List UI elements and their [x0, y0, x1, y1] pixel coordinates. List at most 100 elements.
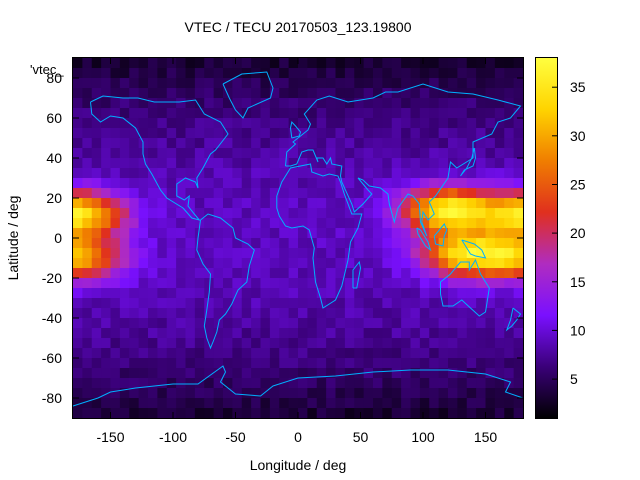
heatmap-cell — [148, 108, 158, 119]
heatmap-cell — [166, 58, 177, 69]
heatmap-cell — [288, 378, 299, 389]
heatmap-cell — [419, 218, 430, 229]
heatmap-cell — [513, 378, 524, 389]
heatmap-cell — [91, 188, 102, 199]
heatmap-cell — [119, 228, 130, 239]
heatmap-cell — [382, 88, 393, 99]
heatmap-cell — [82, 318, 93, 329]
heatmap-cell — [148, 218, 158, 229]
heatmap-cell — [457, 238, 468, 249]
heatmap-cell — [101, 218, 112, 229]
heatmap-cell — [354, 388, 365, 399]
heatmap-cell — [391, 368, 402, 379]
heatmap-cell — [485, 258, 496, 269]
heatmap-cell — [251, 318, 262, 329]
heatmap-cell — [148, 178, 158, 189]
heatmap-cell — [448, 368, 458, 379]
heatmap-cell — [466, 158, 477, 169]
heatmap-cell — [82, 78, 93, 89]
coast-greenland — [222, 71, 274, 119]
heatmap-cell — [438, 288, 449, 299]
heatmap-cell — [269, 108, 280, 119]
heatmap-cell — [363, 188, 374, 199]
heatmap-cell — [485, 248, 496, 259]
heatmap-cell — [73, 78, 83, 89]
heatmap-cell — [382, 308, 393, 319]
heatmap-cell — [363, 228, 374, 239]
heatmap-cell — [307, 188, 318, 199]
heatmap-cell — [260, 358, 271, 369]
heatmap-cell — [148, 88, 158, 99]
heatmap-cell — [363, 88, 374, 99]
heatmap-cell — [373, 78, 383, 89]
heatmap-cell — [91, 388, 102, 399]
heatmap-cell — [391, 228, 402, 239]
heatmap-cell — [279, 328, 290, 339]
heatmap-cell — [194, 98, 205, 109]
heatmap-cell — [166, 218, 177, 229]
heatmap-cell — [288, 298, 299, 309]
heatmap-cell — [166, 178, 177, 189]
heatmap-cell — [466, 128, 477, 139]
heatmap-cell — [194, 118, 205, 129]
heatmap-cell — [344, 178, 355, 189]
heatmap-cell — [91, 78, 102, 89]
heatmap-cell — [166, 108, 177, 119]
heatmap-cell — [494, 198, 505, 209]
heatmap-cell — [298, 368, 308, 379]
heatmap-cell — [73, 108, 83, 119]
heatmap-cell — [138, 318, 149, 329]
heatmap-cell — [307, 198, 318, 209]
heatmap-cell — [110, 328, 121, 339]
heatmap-cell — [363, 248, 374, 259]
heatmap-cell — [185, 338, 196, 349]
heatmap-cell — [157, 388, 168, 399]
heatmap-cell — [110, 178, 121, 189]
heatmap-cell — [194, 138, 205, 149]
heatmap-cell — [438, 308, 449, 319]
heatmap-cell — [476, 258, 487, 269]
heatmap-cell — [223, 288, 233, 299]
heatmap-cell — [429, 398, 440, 409]
heatmap-cell — [204, 148, 215, 159]
heatmap-cell — [157, 258, 168, 269]
heatmap-cell — [298, 98, 308, 109]
x-axis-ticks: -150 -100 -50 0 50 100 150 — [96, 58, 497, 445]
heatmap-cell — [73, 358, 83, 369]
heatmap-cell — [166, 318, 177, 329]
heatmap-cell — [129, 118, 140, 129]
heatmap-cell — [251, 178, 262, 189]
heatmap-cell — [485, 278, 496, 289]
heatmap-cell — [185, 148, 196, 159]
heatmap-cell — [110, 68, 121, 79]
heatmap-cell — [410, 288, 421, 299]
heatmap-cell — [363, 58, 374, 69]
heatmap-cell — [429, 308, 440, 319]
heatmap-cell — [373, 258, 383, 269]
heatmap-cell — [438, 248, 449, 259]
heatmap-cell — [260, 108, 271, 119]
heatmap-cell — [288, 238, 299, 249]
heatmap-cell — [176, 278, 187, 289]
heatmap-cell — [485, 408, 496, 419]
heatmap-cell — [260, 338, 271, 349]
heatmap-cell — [316, 148, 327, 159]
heatmap-cell — [260, 188, 271, 199]
heatmap-cell — [91, 328, 102, 339]
heatmap-cell — [269, 328, 280, 339]
heatmap-cell — [138, 368, 149, 379]
heatmap-cell — [326, 88, 337, 99]
heatmap-cell — [288, 198, 299, 209]
heatmap-cell — [110, 158, 121, 169]
heatmap-cell — [373, 328, 383, 339]
heatmap-cell — [326, 398, 337, 409]
heatmap-cell — [419, 238, 430, 249]
heatmap-cell — [298, 318, 308, 329]
heatmap-cell — [419, 348, 430, 359]
heatmap-cell — [391, 138, 402, 149]
heatmap-cell — [466, 78, 477, 89]
heatmap-cell — [307, 178, 318, 189]
heatmap-cell — [391, 88, 402, 99]
heatmap-cell — [419, 208, 430, 219]
heatmap-grid — [73, 58, 524, 419]
